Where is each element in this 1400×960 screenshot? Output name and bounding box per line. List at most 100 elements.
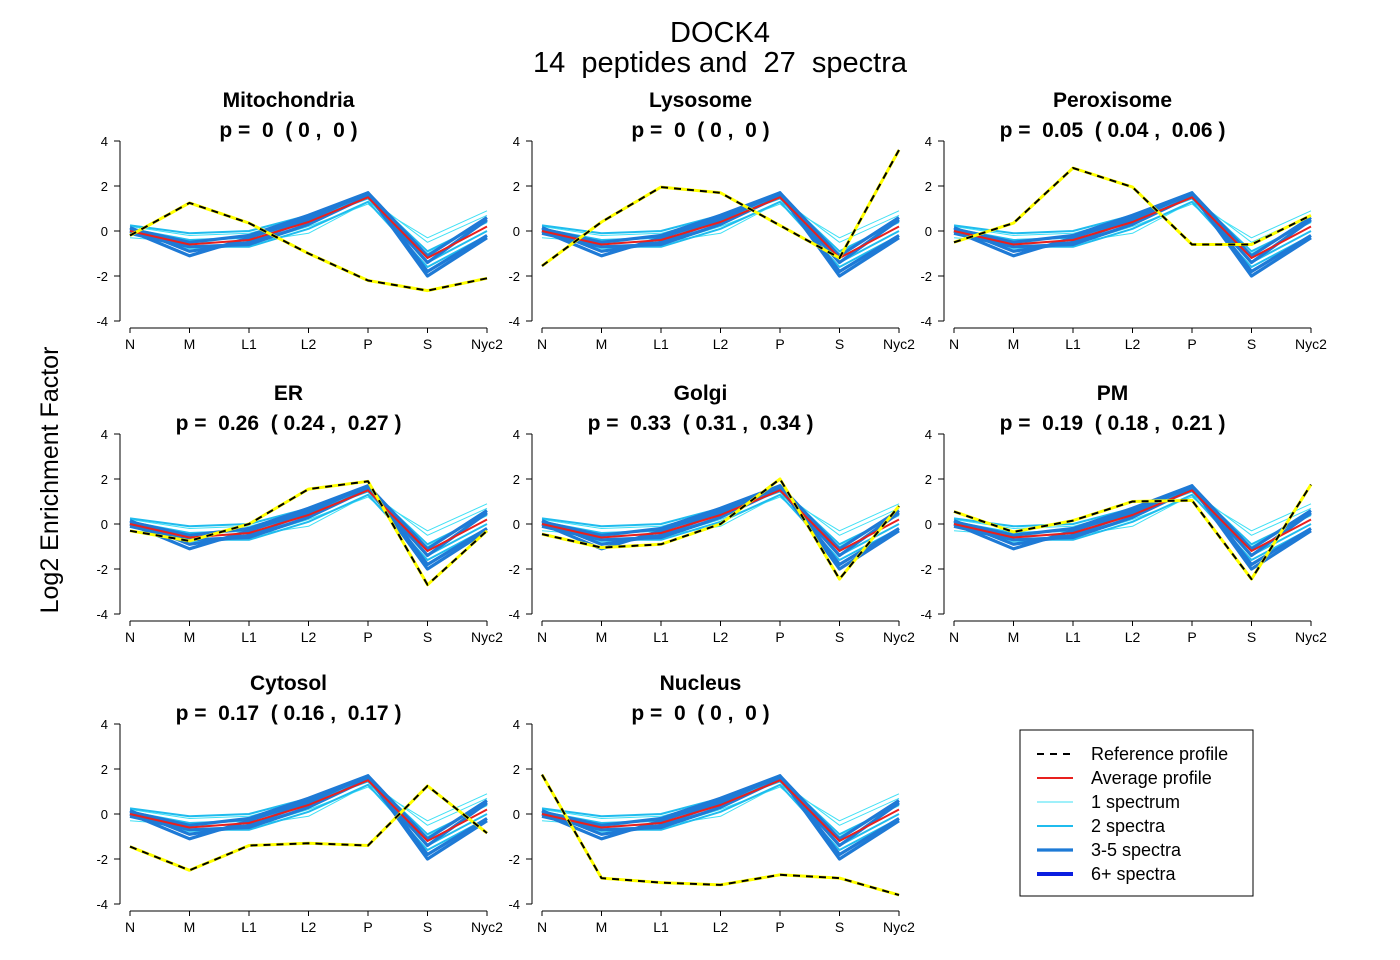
panel-cytosol: Cytosol p = 0.17 ( 0.16 , 0.17 ) 4 2 0 -2 -4 N M… [96, 672, 503, 935]
reference-profile-line [953, 484, 1312, 581]
reference-profile-line [129, 784, 488, 872]
legend-box [1019, 729, 1254, 897]
y-tick-label: -4 [96, 314, 108, 329]
reference-profile-line [129, 201, 488, 292]
y-tick-label: 2 [925, 179, 932, 194]
average-profile-line [953, 196, 1312, 259]
average-profile-line [129, 489, 488, 552]
x-tick-label: L2 [1125, 629, 1141, 645]
spectrum-line [541, 487, 900, 558]
y-tick-label: -2 [920, 562, 932, 577]
x-tick-label: M [596, 629, 608, 645]
y-tick-label: 2 [513, 762, 520, 777]
spectrum-line [541, 775, 900, 861]
reference-profile-line [541, 149, 900, 267]
y-tick-label: 2 [925, 472, 932, 487]
y-tick-label: -2 [96, 852, 108, 867]
x-tick-label: L2 [713, 919, 729, 935]
spectrum-line [953, 192, 1312, 278]
legend-label: Average profile [1091, 768, 1212, 788]
x-tick-label: L1 [241, 629, 257, 645]
spectrum-line [129, 774, 488, 841]
x-tick-label: M [596, 336, 608, 352]
x-tick-label: S [423, 629, 432, 645]
x-tick-label: N [125, 629, 135, 645]
x-tick-label: M [1008, 629, 1020, 645]
y-tick-label: -4 [96, 897, 108, 912]
y-tick-label: 4 [513, 717, 520, 732]
panel-title: Cytosol [250, 672, 327, 695]
y-tick-label: 0 [513, 517, 520, 532]
spectrum-line [953, 191, 1312, 274]
x-tick-label: Nyc2 [883, 919, 915, 935]
y-tick-label: 4 [925, 427, 932, 442]
x-tick-label: L1 [653, 919, 669, 935]
panels: Mitochondria p = 0 ( 0 , 0 ) 4 2 0 -2 -4 N M L1 L2… [96, 89, 1327, 935]
figure-subtitle: 14 peptides and 27 spectra [533, 47, 908, 79]
spectrum-line [953, 484, 1312, 567]
spectrum-line [129, 191, 488, 258]
x-tick-label: S [1247, 336, 1256, 352]
y-tick-label: -4 [96, 607, 108, 622]
x-tick-label: P [775, 336, 784, 352]
x-tick-label: Nyc2 [883, 629, 915, 645]
y-tick-label: -4 [508, 897, 520, 912]
x-tick-label: L1 [1065, 629, 1081, 645]
spectrum-line [541, 194, 900, 265]
panel-title: ER [274, 382, 303, 405]
panel-subtitle: p = 0 ( 0 , 0 ) [631, 119, 769, 142]
x-tick-label: S [1247, 629, 1256, 645]
y-tick-label: 0 [925, 517, 932, 532]
x-tick-label: P [363, 629, 372, 645]
legend-label: Reference profile [1091, 744, 1228, 764]
x-tick-label: Nyc2 [471, 336, 503, 352]
panel-title: PM [1097, 382, 1129, 405]
x-tick-label: Nyc2 [471, 919, 503, 935]
y-tick-label: -2 [96, 562, 108, 577]
x-tick-label: P [775, 919, 784, 935]
legend: Reference profile Average profile 1 spectr… [1019, 729, 1254, 897]
spectrum-line [129, 484, 488, 551]
spectrum-line [541, 484, 900, 567]
x-tick-label: M [184, 919, 196, 935]
spectrum-line [953, 487, 1312, 558]
spectrum-line [129, 192, 488, 278]
panel-pm: PM p = 0.19 ( 0.18 , 0.21 ) 4 2 0 -2 -4 N M L1 L2 P… [920, 382, 1327, 645]
spectrum-line [541, 192, 900, 278]
x-tick-label: N [949, 336, 959, 352]
y-tick-label: 0 [101, 807, 108, 822]
panel-title: Mitochondria [223, 89, 355, 112]
x-tick-label: P [1187, 336, 1196, 352]
x-tick-label: N [537, 919, 547, 935]
x-tick-label: S [835, 629, 844, 645]
x-tick-label: Nyc2 [471, 629, 503, 645]
panel-title: Lysosome [649, 89, 752, 112]
average-profile-line [129, 779, 488, 842]
y-tick-label: -2 [508, 852, 520, 867]
legend-label: 1 spectrum [1091, 792, 1180, 812]
reference-profile-underlay [953, 166, 1312, 246]
panel-lysosome: Lysosome p = 0 ( 0 , 0 ) 4 2 0 -2 -4 N M L1 L2 P S Ny… [508, 89, 915, 352]
y-tick-label: 4 [925, 134, 932, 149]
x-tick-label: L1 [1065, 336, 1081, 352]
x-tick-label: S [835, 336, 844, 352]
y-tick-label: 0 [101, 224, 108, 239]
spectrum-line [541, 774, 900, 841]
x-tick-label: M [184, 336, 196, 352]
average-profile-line [953, 489, 1312, 552]
y-axis-label: Log2 Enrichment Factor [36, 347, 64, 614]
x-tick-label: P [775, 629, 784, 645]
panel-title: Golgi [674, 382, 728, 405]
panel-subtitle: p = 0.26 ( 0.24 , 0.27 ) [176, 412, 402, 435]
x-tick-label: S [835, 919, 844, 935]
spectrum-line [541, 774, 900, 857]
y-tick-label: -2 [96, 269, 108, 284]
panel-subtitle: p = 0 ( 0 , 0 ) [631, 702, 769, 725]
spectrum-line [129, 774, 488, 857]
x-tick-label: Nyc2 [1295, 336, 1327, 352]
x-tick-label: P [1187, 629, 1196, 645]
x-tick-label: Nyc2 [883, 336, 915, 352]
x-tick-label: S [423, 336, 432, 352]
x-tick-label: P [363, 336, 372, 352]
x-tick-label: L1 [241, 336, 257, 352]
